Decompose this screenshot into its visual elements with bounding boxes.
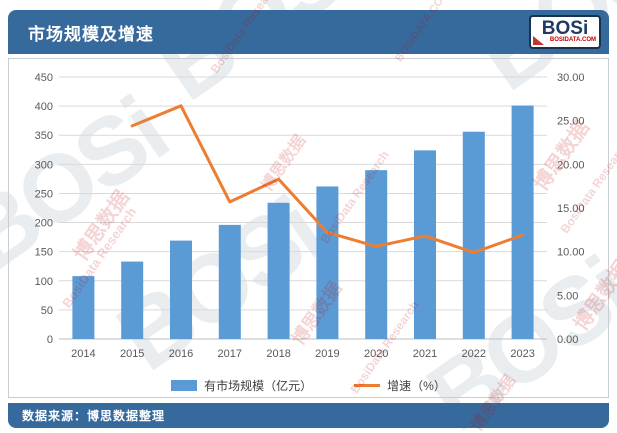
- svg-text:2015: 2015: [120, 348, 144, 360]
- bar-2020: [365, 170, 388, 339]
- svg-text:25.00: 25.00: [557, 116, 585, 128]
- svg-text:2014: 2014: [71, 348, 95, 360]
- header-bar: 市场规模及增速 BOSi BOSIDATA.COM: [8, 10, 609, 54]
- svg-text:2020: 2020: [364, 348, 388, 360]
- x-axis-labels: 2014 2015 2016 2017 2018 2019 2020 2021 2022 2023: [71, 348, 535, 360]
- legend-label: 有市场规模（亿元）: [204, 378, 313, 393]
- svg-text:150: 150: [35, 247, 53, 259]
- growth-line: [130, 104, 525, 255]
- logo-subtext: BOSIDATA.COM: [549, 37, 596, 43]
- svg-text:5.00: 5.00: [557, 290, 578, 302]
- svg-text:10.00: 10.00: [557, 247, 585, 259]
- svg-text:2021: 2021: [413, 348, 437, 360]
- bosi-logo: BOSi BOSIDATA.COM: [529, 15, 601, 49]
- svg-text:400: 400: [35, 101, 53, 113]
- svg-text:2016: 2016: [169, 348, 193, 360]
- logo-triangle-icon: [533, 36, 544, 45]
- chart-svg: 0 50 100 150 200 250 300 350 400 450 0.00 5.00 10.00…: [35, 72, 585, 360]
- svg-text:2023: 2023: [510, 348, 534, 360]
- page-title: 市场规模及增速: [28, 24, 154, 44]
- svg-text:250: 250: [35, 188, 53, 200]
- bar-2017: [218, 224, 241, 339]
- svg-text:15.00: 15.00: [557, 203, 585, 215]
- legend-item[interactable]: 有市场规模（亿元）: [171, 377, 312, 394]
- footer-bar: 数据来源：博思数据整理: [8, 403, 609, 428]
- bar-2021: [414, 150, 436, 339]
- svg-text:20.00: 20.00: [557, 159, 585, 171]
- chart: 0 50 100 150 200 250 300 350 400 450 0.00 5.00 10.00…: [9, 63, 608, 374]
- logo-text: BOSi: [541, 18, 589, 39]
- legend-bar-swatch: [171, 379, 198, 391]
- svg-text:2018: 2018: [266, 348, 290, 360]
- svg-text:350: 350: [35, 130, 53, 142]
- svg-text:30.00: 30.00: [557, 72, 585, 84]
- svg-text:200: 200: [35, 218, 53, 230]
- bar-2016: [170, 240, 192, 339]
- legend-line-swatch: [354, 383, 381, 387]
- svg-text:0: 0: [47, 334, 53, 346]
- legend-label: 增速（%）: [387, 378, 446, 393]
- bar-2018: [267, 202, 290, 339]
- svg-text:2017: 2017: [218, 348, 242, 360]
- bar-2022: [462, 131, 485, 339]
- chart-legend: 有市场规模（亿元） 增速（%）: [9, 372, 608, 398]
- bar-2019: [316, 186, 339, 339]
- gridlines: 0 50 100 150 200 250 300 350 400 450 0.00 5.00 10.00…: [35, 72, 585, 346]
- svg-text:2022: 2022: [462, 348, 486, 360]
- svg-text:450: 450: [35, 72, 53, 84]
- bar-2015: [121, 261, 144, 339]
- legend-item[interactable]: 增速（%）: [354, 377, 446, 394]
- svg-text:300: 300: [35, 159, 53, 171]
- svg-text:0.00: 0.00: [557, 334, 578, 346]
- bar-2014: [72, 276, 95, 339]
- bar-2023: [511, 105, 534, 339]
- svg-text:100: 100: [35, 276, 53, 288]
- svg-text:2019: 2019: [315, 348, 339, 360]
- data-source: 数据来源：博思数据整理: [22, 409, 166, 423]
- svg-text:50: 50: [41, 305, 53, 317]
- chart-card: 0 50 100 150 200 250 300 350 400 450 0.00 5.00 10.00…: [8, 58, 609, 398]
- bar-series: [72, 105, 534, 339]
